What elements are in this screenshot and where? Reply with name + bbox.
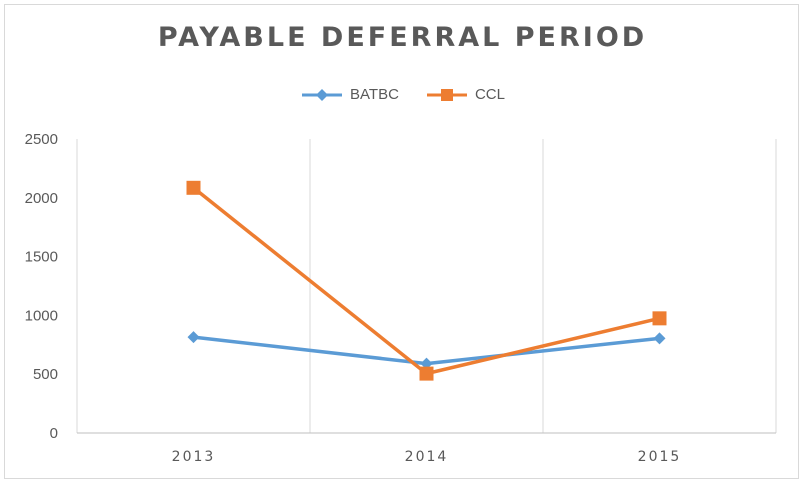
y-tick-label: 2500: [25, 131, 58, 148]
y-tick-label: 500: [33, 366, 58, 383]
data-point-batbc: [187, 331, 200, 344]
legend-item-ccl: CCL: [425, 86, 505, 103]
series-layer: [186, 180, 667, 381]
x-tick-label: 2015: [638, 449, 682, 465]
legend-item-batbc: BATBC: [300, 86, 399, 103]
legend: BATBC CCL: [0, 86, 805, 103]
data-point-ccl: [419, 366, 434, 381]
legend-swatch-batbc: [302, 88, 343, 101]
legend-label-batbc: BATBC: [350, 86, 399, 103]
y-tick-label: 1000: [25, 307, 58, 324]
label-layer: 0 500 1000 1500 2000 2500 2013 2014 2015: [25, 131, 682, 465]
y-tick-label: 0: [50, 425, 58, 442]
legend-swatch-ccl: [426, 88, 467, 101]
data-point-batbc: [653, 332, 666, 345]
data-point-ccl: [652, 311, 667, 326]
legend-label-ccl: CCL: [474, 86, 505, 103]
x-tick-label: 2013: [172, 449, 216, 465]
x-tick-label: 2014: [405, 449, 449, 465]
y-tick-label: 1500: [25, 249, 58, 266]
data-point-ccl: [186, 180, 201, 195]
chart-frame: [4, 4, 799, 479]
chart-title: PAYABLE DEFERRAL PERIOD: [157, 22, 648, 53]
grid-layer: [76, 139, 777, 433]
y-tick-label: 2000: [25, 190, 58, 207]
